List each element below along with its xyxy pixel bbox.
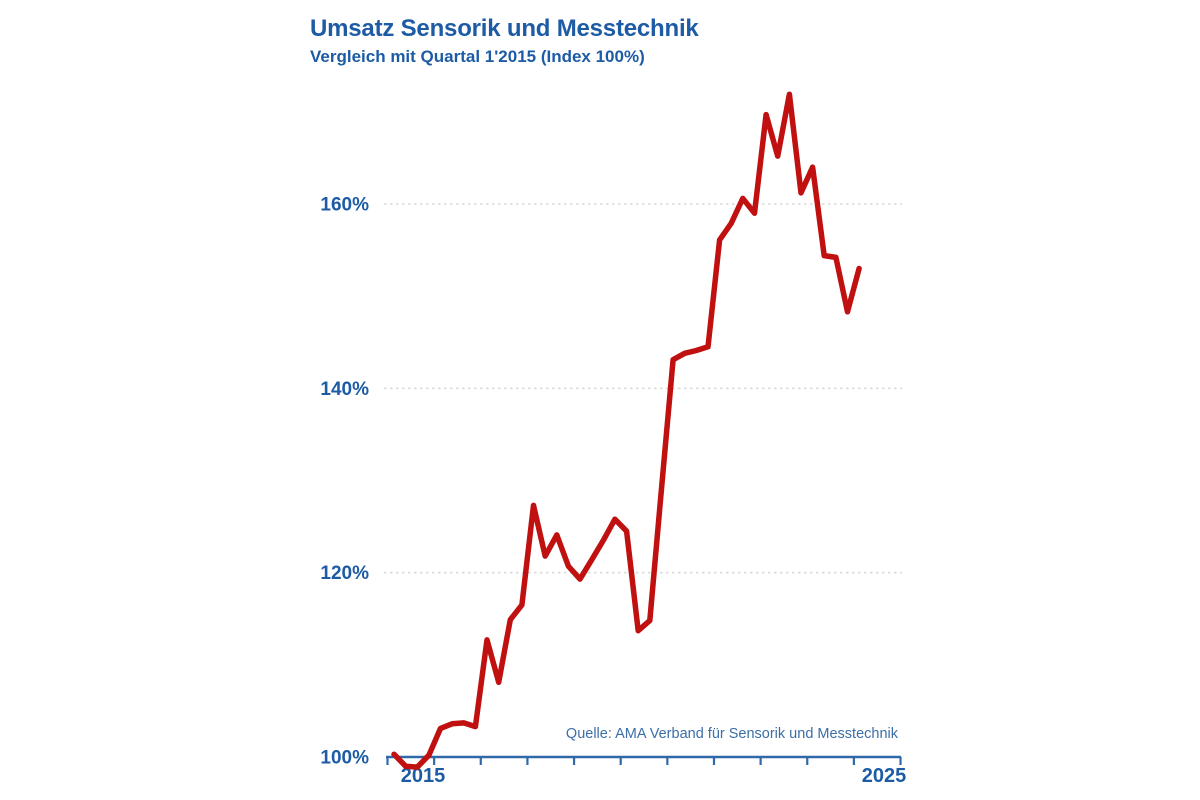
x-axis-label-2015: 2015 (401, 765, 446, 787)
source-label: Quelle: AMA Verband für Sensorik und Mes… (565, 726, 898, 742)
y-axis-label-100: 100% (320, 748, 369, 769)
revenue-index-line (391, 91, 862, 770)
y-axis-label-140: 140% (320, 379, 369, 400)
y-axis-label-120: 120% (320, 563, 369, 584)
x-axis-label-2025: 2025 (862, 765, 907, 787)
y-axis-label-160: 160% (320, 194, 369, 215)
chart-subtitle: Vergleich mit Quartal 1'2015 (Index 100%… (310, 47, 645, 66)
chart-title: Umsatz Sensorik und Messtechnik (310, 15, 699, 42)
